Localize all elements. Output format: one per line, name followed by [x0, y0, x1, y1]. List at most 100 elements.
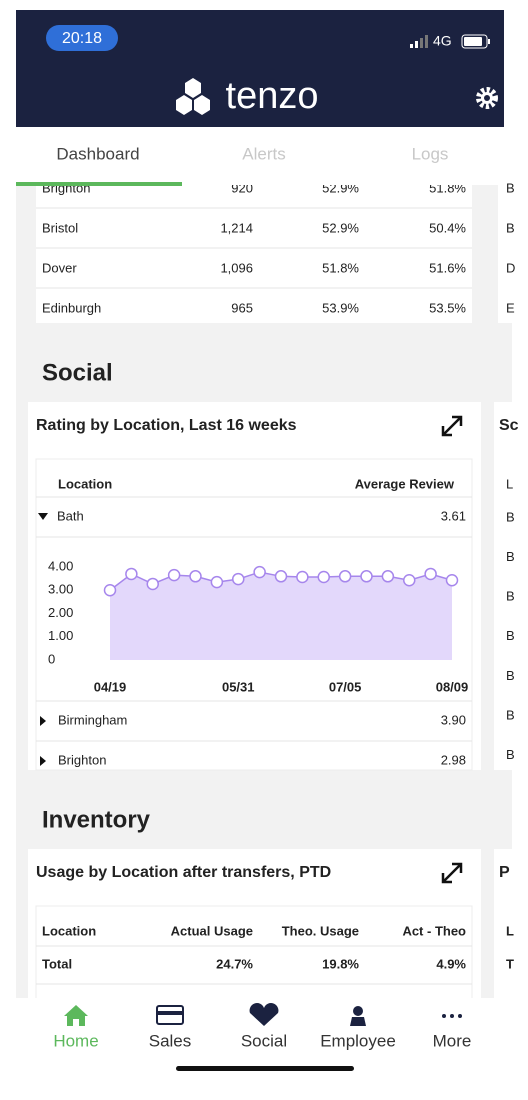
expand-button[interactable]	[441, 415, 463, 437]
tabs: Dashboard Alerts Logs	[56, 144, 448, 163]
y-tick-label: 1.00	[48, 628, 73, 643]
point	[317, 570, 330, 584]
table-cell: 1,096	[220, 260, 253, 275]
peek-cell: D	[506, 260, 515, 275]
nav-label[interactable]: Sales	[149, 1031, 192, 1050]
expand-button[interactable]	[441, 862, 463, 884]
more-icon[interactable]	[442, 1014, 462, 1018]
peek-cell: B	[506, 628, 515, 643]
table-cell: 3.90	[441, 712, 466, 727]
point	[146, 577, 159, 591]
peek-card	[494, 402, 512, 770]
table-cell: Bath	[57, 508, 84, 523]
expand-arrow[interactable]	[40, 716, 46, 726]
point	[210, 575, 224, 589]
table-cell: 3.61	[441, 508, 466, 523]
point	[424, 567, 437, 581]
table-cell: 53.5%	[429, 300, 466, 315]
table-cell: 24.7%	[216, 956, 253, 971]
settings-button[interactable]	[476, 87, 498, 109]
social-icon[interactable]	[249, 1003, 279, 1026]
table-cell: 53.9%	[322, 300, 359, 315]
column-header: Location	[42, 923, 96, 938]
table-cell: Bristol	[42, 220, 78, 235]
table-cell: Birmingham	[58, 712, 127, 727]
point	[403, 574, 416, 587]
peek-cell: B	[506, 668, 515, 683]
peek-cell: B	[506, 180, 515, 195]
y-tick-label: 3.00	[48, 582, 73, 597]
tab[interactable]: Dashboard	[56, 144, 139, 163]
signal-icon	[410, 35, 428, 48]
peek-cell: B	[506, 549, 515, 564]
area	[110, 572, 452, 660]
point	[125, 567, 138, 581]
peek-cell: B	[506, 747, 515, 762]
point	[360, 570, 373, 583]
tab[interactable]: Logs	[412, 144, 449, 163]
point	[338, 570, 352, 583]
y-tick-label: 4.00	[48, 558, 73, 573]
table-cell: 1,214	[220, 220, 253, 235]
point	[253, 565, 266, 579]
logo-icon	[176, 78, 210, 115]
peek-title: Sc	[499, 417, 519, 434]
table-frame	[35, 458, 473, 771]
column-header: Theo. Usage	[282, 923, 359, 938]
expand-arrow[interactable]	[38, 513, 48, 520]
point	[103, 584, 117, 597]
table-cell: 50.4%	[429, 220, 466, 235]
y-tick-label: 2.00	[48, 605, 73, 620]
peek-card	[494, 849, 512, 1009]
battery-icon	[461, 34, 490, 49]
x-tick-label: 08/09	[436, 679, 469, 694]
x-tick-label: 07/05	[329, 679, 362, 694]
peek-cell: B	[506, 707, 515, 722]
home-indicator	[176, 1066, 354, 1071]
point	[189, 570, 202, 583]
tab-bar	[16, 127, 504, 185]
table-cell: 19.8%	[322, 956, 359, 971]
point	[167, 568, 181, 582]
employee-icon[interactable]	[350, 1006, 366, 1026]
tab[interactable]: Alerts	[242, 144, 285, 163]
brand: tenzo	[226, 75, 319, 117]
point	[381, 570, 395, 583]
x-tick-label: 05/31	[222, 679, 255, 694]
nav-label[interactable]: Home	[53, 1031, 98, 1050]
table-cell: 52.9%	[322, 220, 359, 235]
nav-label[interactable]: More	[433, 1031, 472, 1050]
peek-cell: B	[506, 509, 515, 524]
point	[296, 570, 309, 584]
table-cell: 965	[231, 300, 253, 315]
table-cell: 4.9%	[436, 956, 466, 971]
sales-icon[interactable]	[156, 1005, 184, 1025]
nav-label[interactable]: Employee	[320, 1031, 396, 1050]
point	[445, 574, 459, 587]
x-tick-label: 04/19	[94, 679, 127, 694]
nav-label[interactable]: Social	[241, 1031, 287, 1050]
y-tick-label: 0	[48, 651, 55, 666]
nav-labels: Home Sales Social Employee More	[53, 1031, 471, 1050]
column-header: Location	[58, 476, 112, 491]
section-heading: Inventory	[42, 806, 151, 833]
section-heading: Social	[42, 359, 113, 386]
expand-arrow[interactable]	[40, 756, 46, 766]
table-cell: 51.8%	[322, 260, 359, 275]
table-card	[36, 170, 472, 323]
table-cell: Total	[42, 956, 72, 971]
home-icon[interactable]	[64, 1005, 88, 1026]
column-header: Actual Usage	[171, 923, 253, 938]
point	[232, 572, 245, 586]
time-pill	[46, 25, 118, 51]
peek-cell: B	[506, 220, 515, 235]
column-header: Act - Theo	[402, 923, 466, 938]
table-cell: 51.6%	[429, 260, 466, 275]
peek-cell: L	[506, 923, 514, 938]
peek-cell: E	[506, 300, 515, 315]
table-cell: Dover	[42, 260, 77, 275]
peek-cell: T	[506, 956, 514, 971]
column-header: Average Review	[355, 476, 455, 491]
